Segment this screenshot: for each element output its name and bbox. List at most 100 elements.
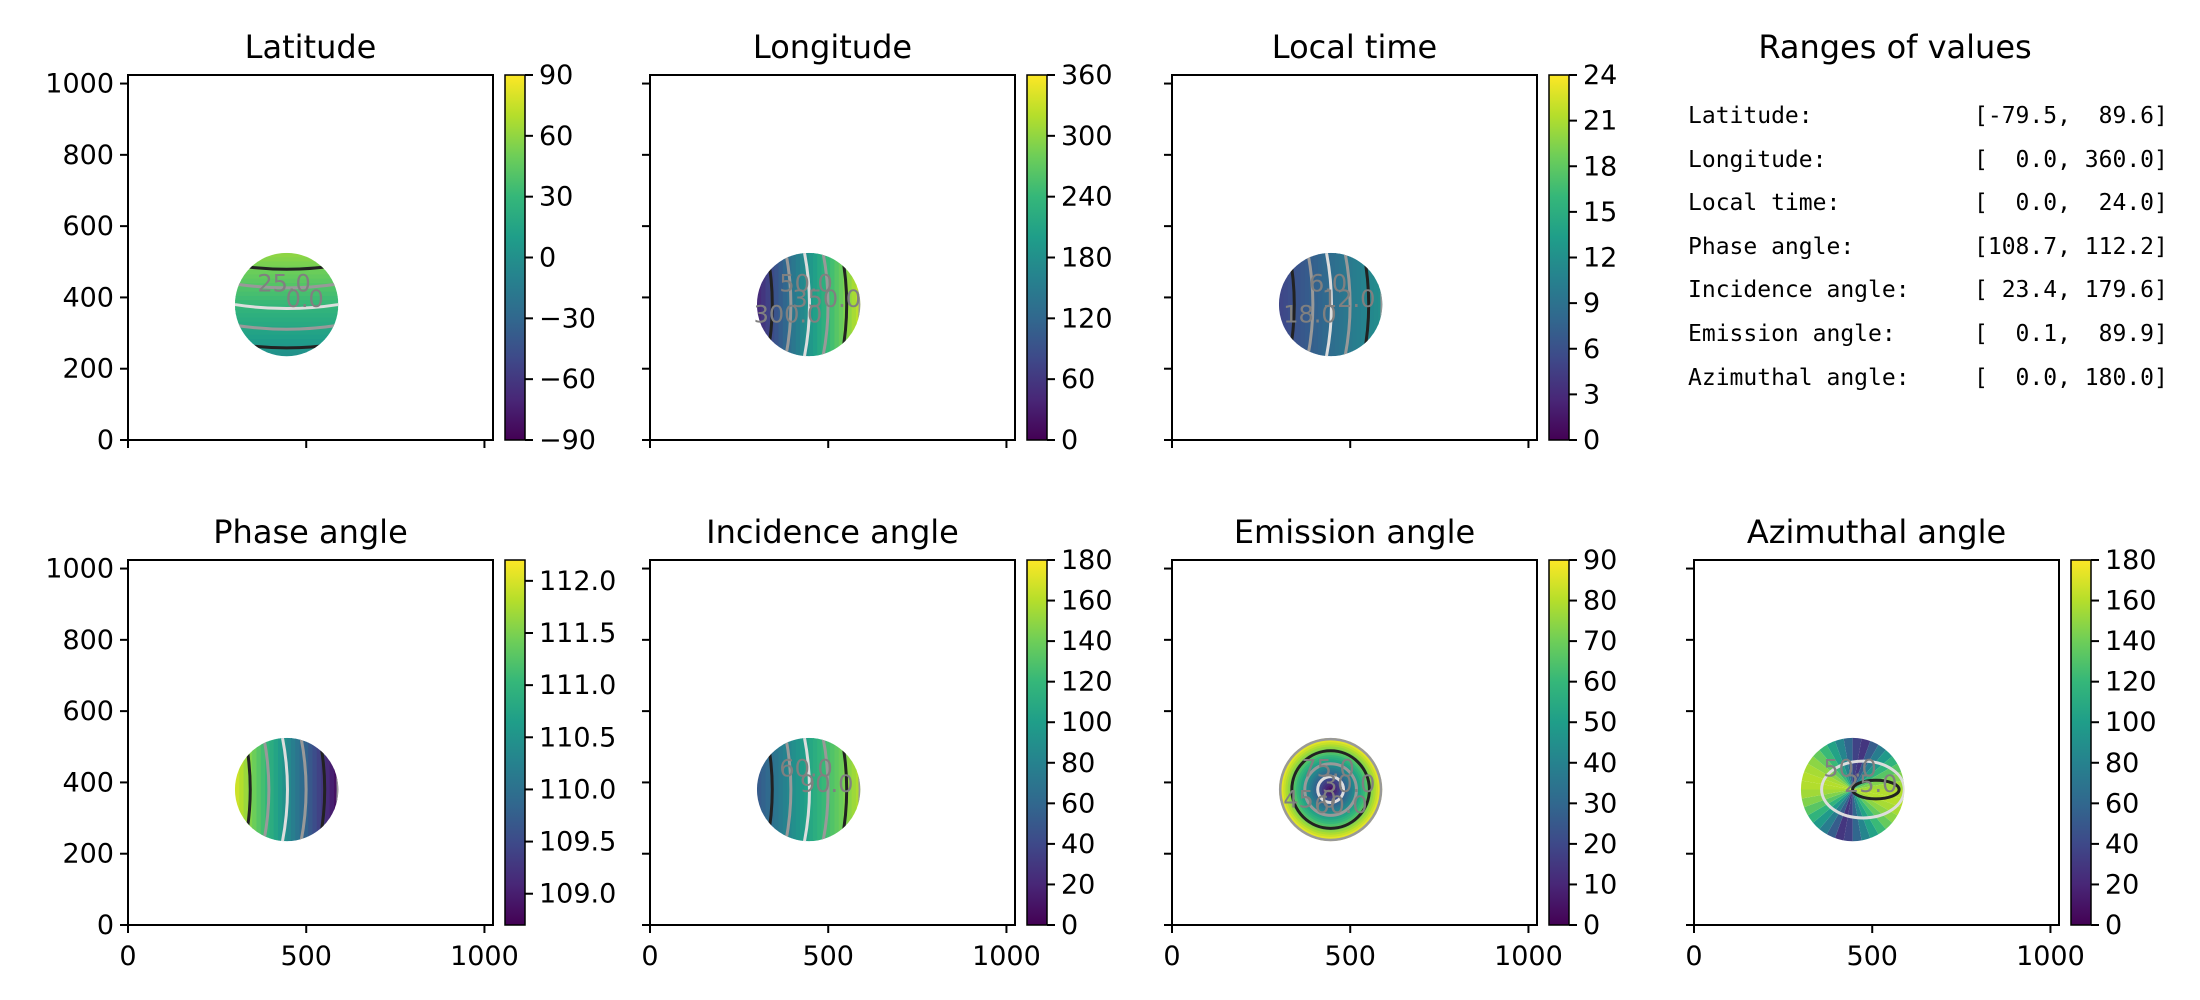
axes-frame <box>1171 74 1538 441</box>
contour-line <box>1325 252 1333 357</box>
ranges-row: Local time: [ 0.0, 24.0] <box>1688 190 2168 234</box>
field-band <box>234 321 339 328</box>
field-band <box>1304 252 1311 357</box>
field-band <box>778 252 784 357</box>
ranges-label: Longitude: <box>1688 146 1827 173</box>
field-band <box>774 252 780 357</box>
x-tick-label: 1000 <box>450 941 519 972</box>
field-band <box>774 737 780 842</box>
x-tick-label: 1000 <box>2016 941 2085 972</box>
ranges-label: Phase angle: <box>1688 233 1855 260</box>
contour-line <box>281 737 289 842</box>
field-band <box>1313 252 1319 357</box>
field-band <box>855 737 861 842</box>
field-band <box>256 737 262 842</box>
field-band <box>234 317 339 323</box>
field-band <box>316 737 323 842</box>
colorbar-tick-label: 120 <box>1061 303 1113 334</box>
field-band <box>234 313 339 319</box>
colorbar <box>504 74 526 441</box>
field-band <box>812 737 819 842</box>
panel-incidence-angle: Incidence angle 60.090.0 0 500 1000 0 20 40 60 80… <box>641 513 1112 972</box>
x-tick-label: 0 <box>1685 941 1702 972</box>
x-tick-label: 0 <box>1163 941 1180 972</box>
ranges-row: Azimuthal angle: [ 0.0, 180.0] <box>1688 365 2168 409</box>
panel-latitude: Latitude25.00.002004006008001000−90−60−3… <box>45 28 596 456</box>
colorbar-tick-label: 70 <box>1583 626 1617 657</box>
colorbar-tick-label: 21 <box>1583 106 1617 137</box>
field-band <box>834 252 840 357</box>
field-band <box>243 737 249 842</box>
colorbar-tick-label: 110.0 <box>539 774 616 805</box>
contour-label: 30.0 <box>1322 770 1375 798</box>
field-band <box>756 252 763 357</box>
field-band <box>234 347 339 353</box>
field-band <box>252 737 258 842</box>
field-band <box>295 737 301 842</box>
y-tick-label: 200 <box>62 354 114 385</box>
colorbar-tick-label: 24 <box>1583 60 1617 91</box>
colorbar-tick-label: 110.5 <box>539 722 616 753</box>
field-band <box>838 737 845 842</box>
colorbar <box>2070 559 2092 926</box>
colorbar-tick-label: 0 <box>1061 425 1078 456</box>
x-tick-label: 500 <box>1324 941 1376 972</box>
field-band <box>234 351 339 357</box>
panel-title: Phase angle <box>213 513 408 551</box>
field-band <box>795 252 802 357</box>
field-band <box>234 252 339 259</box>
colorbar-tick-label: 140 <box>2105 626 2157 657</box>
x-tick-label: 1000 <box>972 941 1041 972</box>
field-band <box>278 737 284 842</box>
ranges-row: Longitude: [ 0.0, 360.0] <box>1688 147 2168 191</box>
field-band <box>1326 252 1332 357</box>
contour-line <box>262 737 271 842</box>
colorbar-tick-label: 109.5 <box>539 827 616 858</box>
field-band <box>847 252 853 357</box>
field-band <box>1339 252 1345 357</box>
colorbar-tick-label: 109.0 <box>539 879 616 910</box>
y-tick-label: 600 <box>62 696 114 727</box>
y-tick-label: 800 <box>62 140 114 171</box>
contour-label: 25.0 <box>257 270 310 298</box>
colorbar-tick-label: 12 <box>1583 243 1617 274</box>
contour-line <box>234 303 339 311</box>
contour-label: 60.0 <box>779 755 832 783</box>
panel-title: Emission angle <box>1234 513 1475 551</box>
field-band <box>761 252 767 357</box>
field-band <box>808 252 814 357</box>
ranges-value: [ 0.0, 360.0] <box>1974 146 2168 173</box>
contour-line <box>821 737 830 842</box>
field-band <box>1373 252 1379 357</box>
colorbar-tick-label: 80 <box>1583 586 1617 617</box>
field-band <box>234 343 339 349</box>
contour-line <box>784 252 793 357</box>
ranges-value: [108.7, 112.2] <box>1974 233 2168 260</box>
colorbar <box>1548 74 1570 441</box>
field-band <box>269 737 275 842</box>
contour-line <box>1343 252 1352 357</box>
panel-title: Incidence angle <box>706 513 959 551</box>
field-band <box>1360 252 1367 357</box>
ranges-value: [ 0.0, 24.0] <box>1974 190 2168 217</box>
colorbar-tick-label: 111.5 <box>539 618 616 649</box>
field-band <box>765 737 771 842</box>
field-band <box>308 737 314 842</box>
ranges-value: [-79.5, 89.6] <box>1974 103 2168 129</box>
contour-line <box>234 282 339 290</box>
axes-frame <box>649 559 1016 926</box>
colorbar-tick-label: 20 <box>1583 829 1617 860</box>
contour-line <box>1278 737 1383 842</box>
field-band <box>830 252 836 357</box>
colorbar-tick-label: 0 <box>539 243 556 274</box>
field-band <box>761 737 767 842</box>
field-band <box>782 737 789 842</box>
field-band <box>286 737 292 842</box>
axes-frame <box>127 559 494 926</box>
contour-line <box>803 737 811 842</box>
colorbar <box>504 559 526 926</box>
field-band <box>234 291 339 297</box>
contour-line <box>821 252 830 357</box>
panel-title: Azimuthal angle <box>1747 513 2006 551</box>
